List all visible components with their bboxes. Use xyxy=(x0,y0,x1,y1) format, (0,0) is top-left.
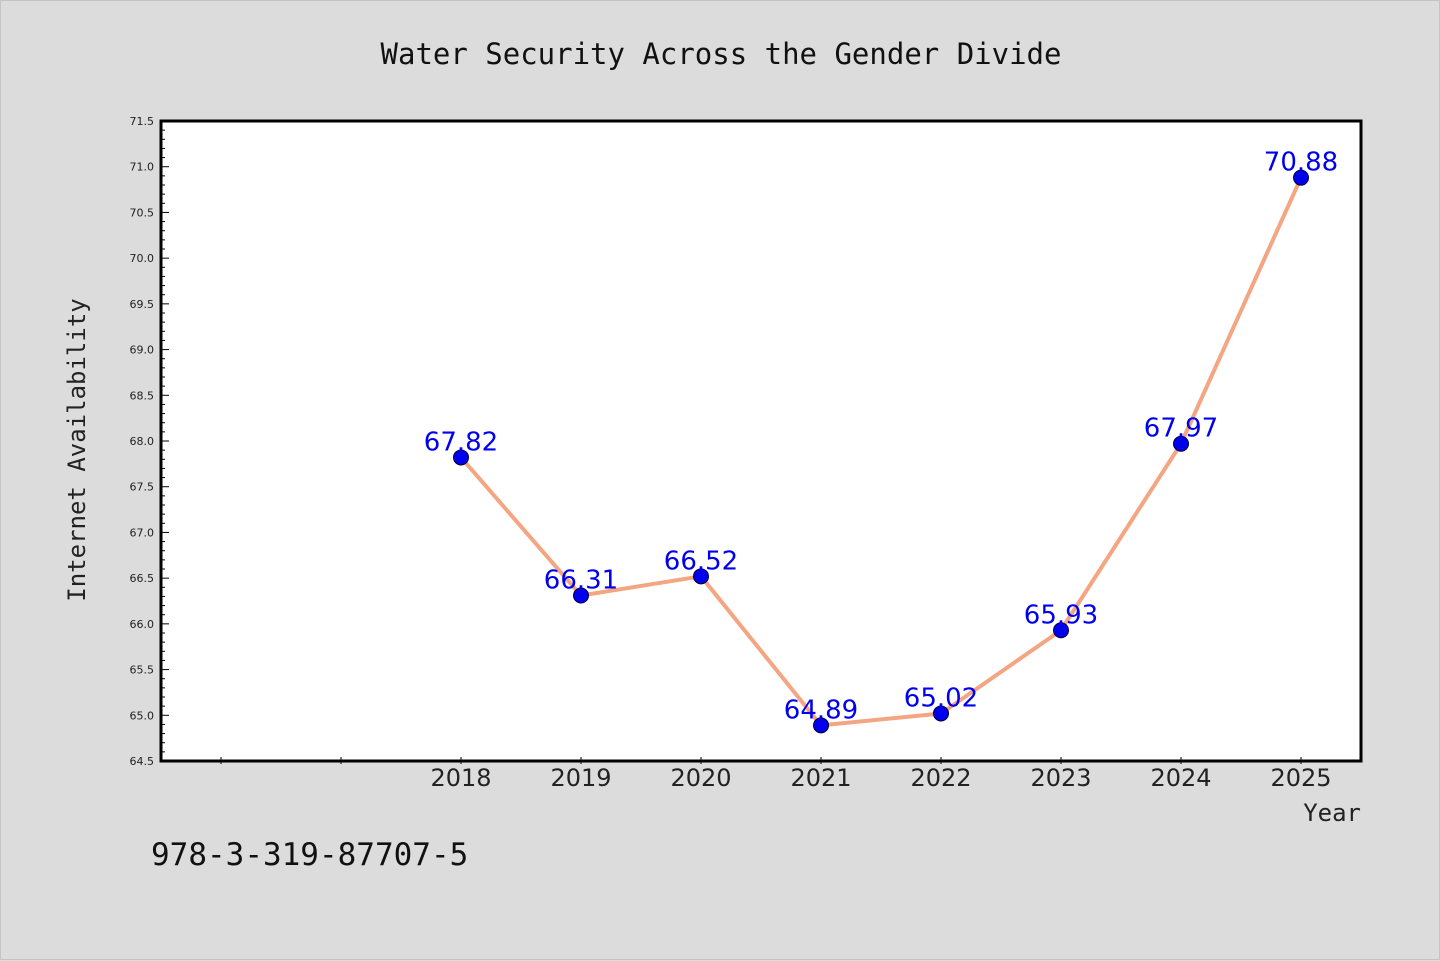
plot-area xyxy=(159,119,1363,763)
y-tick-label: 68.5 xyxy=(130,389,155,402)
data-label: 70.88 xyxy=(1264,148,1338,178)
data-label: 66.52 xyxy=(664,546,738,576)
y-tick-label: 64.5 xyxy=(130,755,155,768)
y-tick-label: 67.5 xyxy=(130,481,155,494)
data-label: 65.02 xyxy=(904,683,978,713)
data-point xyxy=(813,717,829,734)
y-axis-ticks: 64.5 65.0 65.5 66.0 66.5 67.0 67.5 68.0 68.5 69.0… xyxy=(130,115,169,768)
x-tick-label: 2021 xyxy=(790,764,851,792)
y-tick-label: 66.0 xyxy=(130,618,155,631)
y-tick-label: 69.0 xyxy=(130,344,155,357)
y-tick-label: 67.0 xyxy=(130,526,155,539)
y-tick-label: 68.0 xyxy=(130,435,155,448)
y-tick-label: 66.5 xyxy=(130,572,155,585)
x-axis-ticks: 2018 2019 2020 2021 2022 2023 2024 2025 xyxy=(220,757,1332,792)
y-tick-label: 65.0 xyxy=(130,709,155,722)
y-tick-label: 71.0 xyxy=(130,161,155,174)
data-point xyxy=(1173,435,1189,452)
y-tick-label: 70.5 xyxy=(130,206,155,219)
data-label: 64.89 xyxy=(784,695,858,725)
data-label: 66.31 xyxy=(544,566,618,596)
y-tick-label: 65.5 xyxy=(130,664,155,677)
y-axis-label: Internet Availability xyxy=(63,298,91,601)
x-tick-label: 2018 xyxy=(430,764,491,792)
y-tick-label: 70.0 xyxy=(130,252,155,265)
x-tick-label: 2025 xyxy=(1270,764,1331,792)
x-tick-label: 2022 xyxy=(910,764,971,792)
y-tick-label: 69.5 xyxy=(130,298,155,311)
x-axis-label: Year xyxy=(1303,799,1361,827)
chart-title: Water Security Across the Gender Divide xyxy=(381,37,1062,71)
y-tick-label: 71.5 xyxy=(130,115,155,128)
data-label: 67.82 xyxy=(424,427,498,457)
data-point xyxy=(1293,169,1309,186)
x-tick-label: 2019 xyxy=(550,764,611,792)
data-label: 65.93 xyxy=(1024,600,1098,630)
data-point xyxy=(453,449,469,466)
data-point xyxy=(573,587,589,604)
data-label: 67.97 xyxy=(1144,414,1218,444)
data-point xyxy=(933,705,949,722)
data-point xyxy=(1053,622,1069,639)
series-line xyxy=(459,176,1303,728)
data-point xyxy=(693,568,709,585)
series-layer: 67.82 66.31 66.52 64.89 65.02 65.93 67.97 70.88 xyxy=(424,148,1338,734)
x-tick-label: 2020 xyxy=(670,764,731,792)
x-tick-label: 2023 xyxy=(1030,764,1091,792)
x-tick-label: 2024 xyxy=(1150,764,1211,792)
isbn-text: 978-3-319-87707-5 xyxy=(151,837,468,873)
